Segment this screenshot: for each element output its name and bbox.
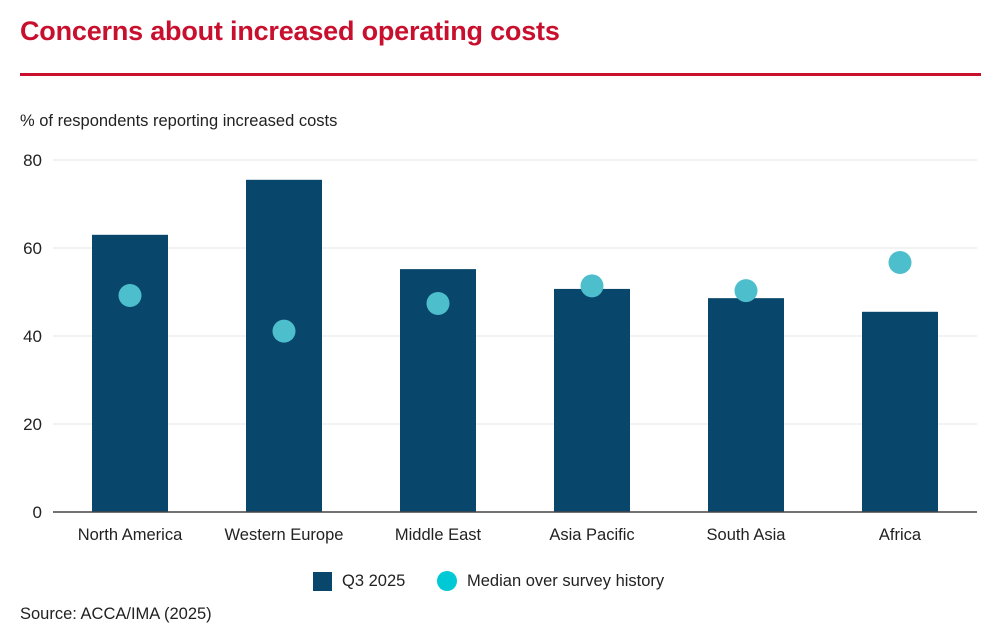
x-tick-label: Asia Pacific [549, 526, 634, 544]
legend-circle-icon [437, 571, 457, 591]
median-dot [734, 279, 758, 303]
gridlines [53, 159, 977, 425]
legend: Q3 2025 Median over survey history [0, 569, 1000, 593]
median-dot [272, 319, 296, 343]
median-dot [888, 251, 912, 275]
bar [554, 288, 630, 512]
median-dot [118, 284, 142, 308]
bar [246, 179, 322, 513]
bar [862, 311, 938, 512]
bar [708, 298, 784, 512]
bar-chart: 0 20 40 60 80 North America Western Europe Mid… [23, 151, 977, 544]
x-tick-label: South Asia [707, 526, 787, 544]
legend-square-icon [313, 571, 332, 591]
x-tick-label: Western Europe [225, 526, 344, 544]
source-note: Source: ACCA/IMA (2025) [20, 605, 212, 623]
chart-title: Concerns about increased operating costs [20, 16, 560, 46]
y-tick-label: 80 [23, 151, 42, 170]
y-axis-label: % of respondents reporting increased cos… [20, 112, 338, 130]
y-tick-label: 60 [23, 239, 42, 258]
median-dot [580, 274, 604, 298]
y-tick-label: 0 [33, 503, 42, 522]
y-tick-label: 40 [23, 327, 42, 346]
x-tick-label: North America [78, 526, 183, 544]
legend-label: Median over survey history [467, 571, 665, 590]
y-tick-labels: 0 20 40 60 80 [23, 151, 42, 522]
legend-item-q3-2025: Q3 2025 [313, 569, 405, 593]
x-tick-label: Africa [879, 526, 922, 544]
x-tick-labels: North America Western Europe Middle East As… [78, 526, 922, 544]
median-dot [426, 291, 450, 315]
bars [92, 179, 938, 513]
legend-item-median: Median over survey history [437, 569, 664, 593]
title-divider [20, 73, 981, 76]
x-tick-label: Middle East [395, 526, 482, 544]
bar [92, 234, 168, 513]
y-tick-label: 20 [23, 415, 42, 434]
median-dots [118, 251, 912, 343]
legend-label: Q3 2025 [342, 571, 406, 590]
